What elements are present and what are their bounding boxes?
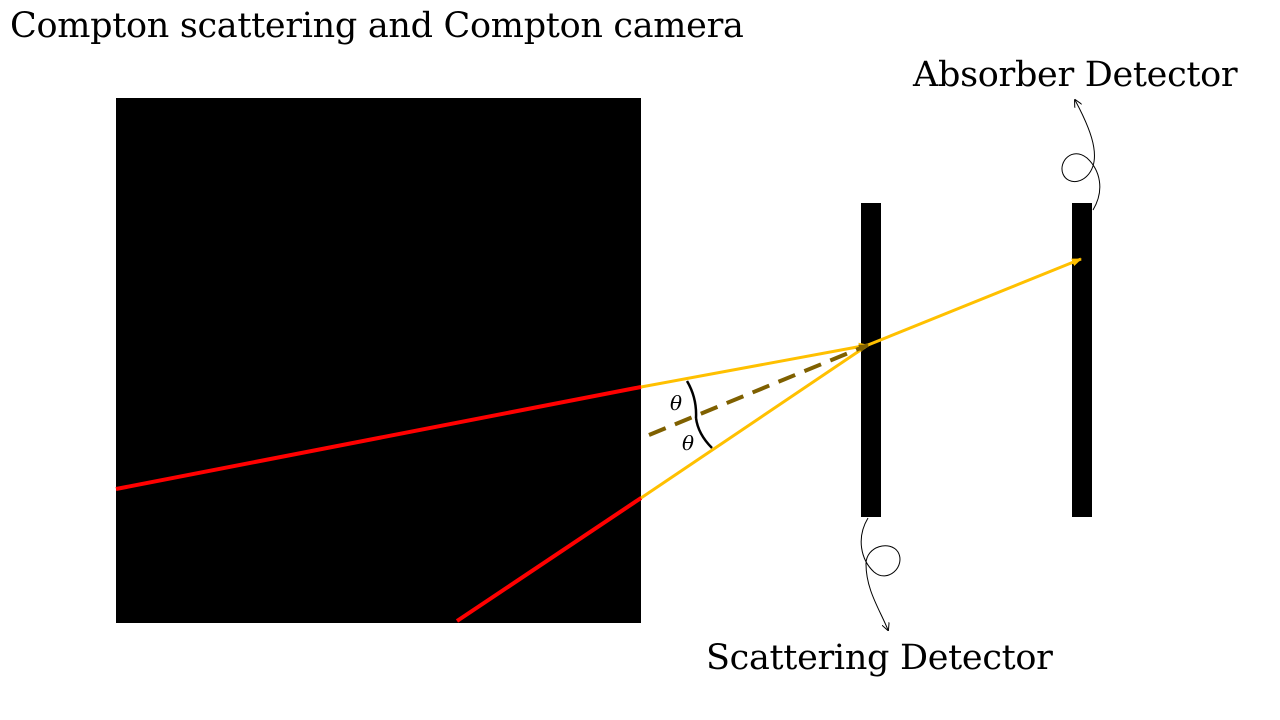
source-block	[116, 98, 641, 623]
scattering-detector-label: Scattering Detector	[706, 638, 1053, 678]
theta-label-upper: θ	[670, 391, 682, 415]
theta-label-lower: θ	[682, 431, 694, 455]
incoming-ray-upper	[115, 385, 642, 491]
angle-arc-upper	[685, 380, 698, 419]
incoming-ray-lower	[455, 496, 643, 623]
angle-arc-lower	[694, 417, 713, 449]
slide-title: Compton scattering and Compton camera	[10, 6, 744, 46]
curly-arrow-icon	[860, 517, 901, 630]
absorber-detector	[1072, 203, 1092, 517]
scattered-ray	[867, 257, 1082, 347]
cone-axis-dashed	[648, 343, 869, 437]
curly-arrow-icon	[1061, 100, 1101, 211]
scattering-detector	[861, 203, 881, 517]
cone-ray-upper	[640, 342, 869, 389]
absorber-detector-label: Absorber Detector	[913, 55, 1238, 95]
cone-ray-lower	[640, 343, 869, 500]
